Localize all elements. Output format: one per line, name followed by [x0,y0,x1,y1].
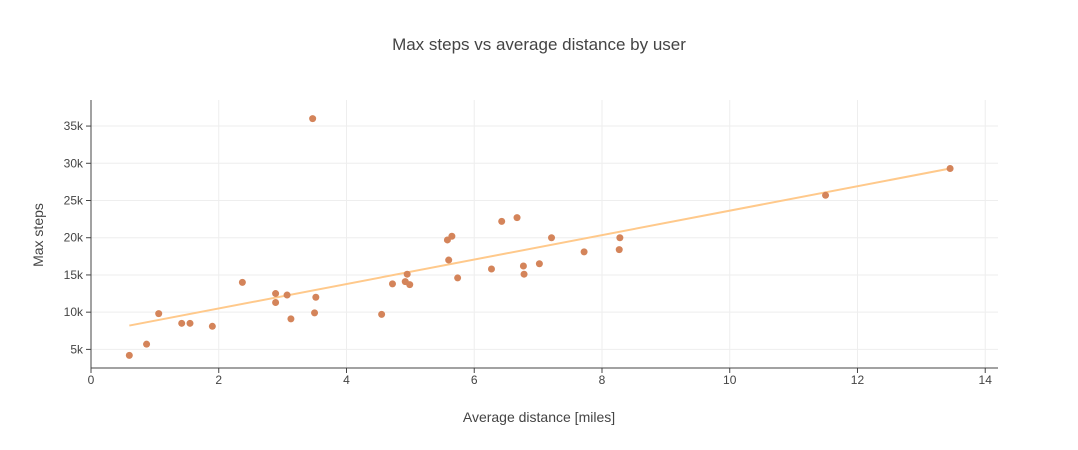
data-point [178,319,186,327]
y-axis-label: Max steps [30,203,46,267]
y-tick-label: 10k [64,305,84,319]
y-tick-label: 25k [64,194,84,208]
data-point [312,293,320,301]
x-tick-label: 10 [723,373,737,387]
data-point [498,217,506,225]
data-point [520,270,528,278]
data-point [238,278,246,286]
data-points [125,115,954,359]
x-tick-label: 2 [215,373,222,387]
data-point [208,322,216,330]
data-point [272,290,280,298]
data-point [615,246,623,254]
trendline-group [129,167,951,327]
y-tick-label: 5k [70,342,84,356]
trendline [129,167,951,327]
data-point [125,351,133,359]
data-point [143,340,151,348]
data-point [822,191,830,199]
x-tick-label: 8 [599,373,606,387]
data-point [580,248,588,256]
data-point [309,115,317,123]
data-point [378,310,386,318]
data-point [548,234,556,242]
data-point [406,281,414,289]
data-point [287,315,295,323]
data-point [535,260,543,268]
data-point [388,280,396,288]
axes: 0 2 4 6 8 10 12 14 5k 10k 15k 20k 25k 30k 35k [64,100,998,387]
x-tick-label: 12 [851,373,865,387]
data-point [272,298,280,306]
data-point [454,274,462,282]
x-tick-label: 6 [471,373,478,387]
y-tick-label: 35k [64,119,84,133]
x-tick-label: 4 [343,373,350,387]
data-point [283,291,291,299]
data-point [519,262,527,270]
x-tick-label: 14 [979,373,993,387]
data-point [403,270,411,278]
x-tick-label: 0 [88,373,95,387]
data-point [186,319,194,327]
data-point [513,214,521,222]
chart-title: Max steps vs average distance by user [392,35,686,54]
y-tick-label: 30k [64,156,84,170]
x-axis-label: Average distance [miles] [463,409,615,425]
data-point [616,234,624,242]
grid-lines [91,100,998,368]
data-point [311,309,319,317]
data-point [487,265,495,273]
data-point [445,256,453,264]
y-tick-label: 20k [64,231,84,245]
data-point [946,164,954,172]
data-point [448,232,456,240]
data-point [155,310,163,318]
y-tick-label: 15k [64,268,84,282]
